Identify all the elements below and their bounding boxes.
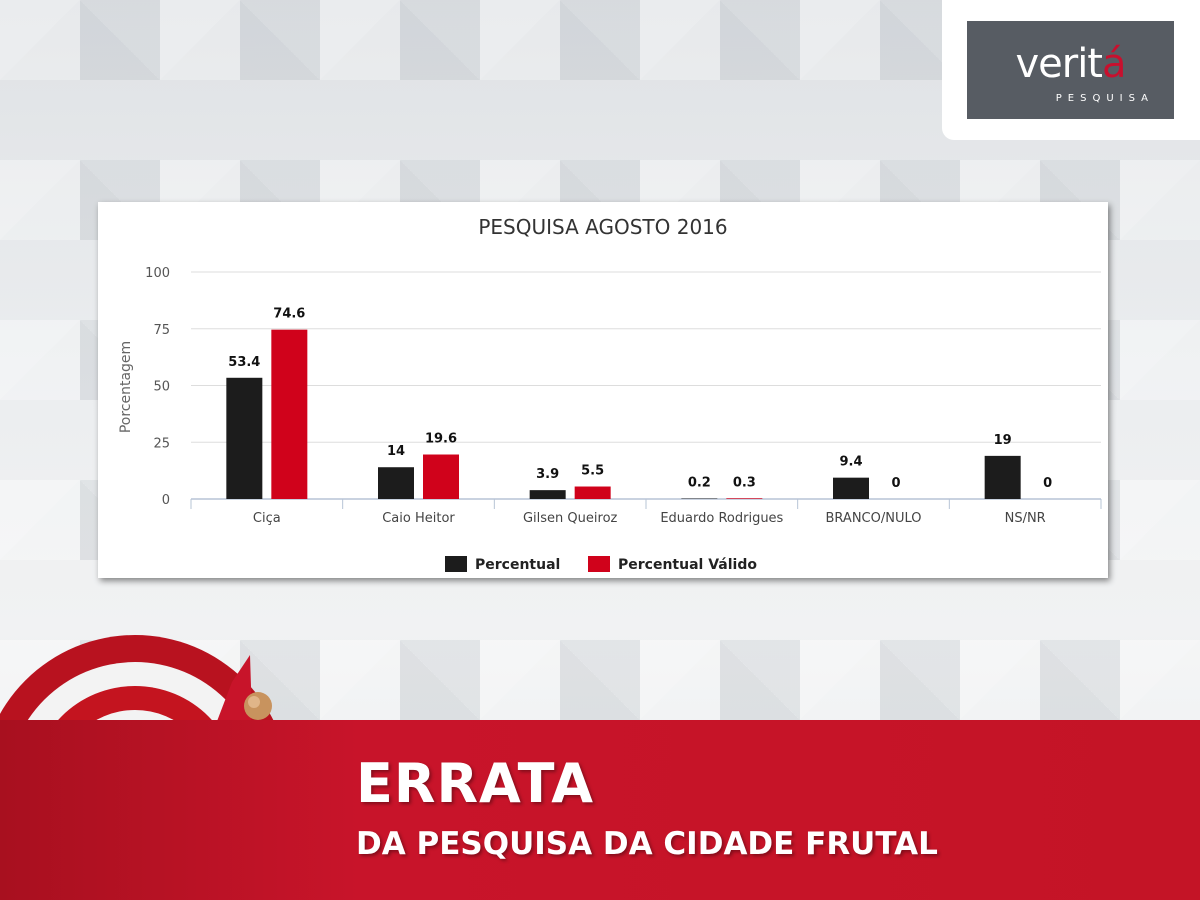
logo: veritá PESQUISA (967, 21, 1174, 119)
y-tick-label: 0 (162, 493, 170, 508)
x-tick-label: BRANCO/NULO (826, 511, 922, 526)
y-tick-label: 75 (153, 323, 170, 338)
legend-swatch (588, 556, 610, 572)
data-label: 19.6 (425, 432, 457, 447)
chart-title: PESQUISA AGOSTO 2016 (478, 215, 727, 239)
bar (226, 377, 263, 499)
data-label: 74.6 (273, 307, 305, 322)
logo-name: verit (1015, 41, 1103, 87)
bar (529, 490, 566, 499)
bar (574, 486, 611, 499)
data-label: 5.5 (581, 464, 604, 479)
banner-subtitle: DA PESQUISA DA CIDADE FRUTAL (356, 826, 938, 862)
data-label: 14 (387, 444, 405, 459)
logo-tagline: PESQUISA (1055, 93, 1154, 104)
bar (833, 477, 869, 499)
x-tick-label: Ciça (253, 511, 281, 526)
data-label: 0 (891, 476, 900, 491)
data-label: 0.3 (733, 475, 756, 490)
bar-chart: PESQUISA AGOSTO 2016 Porcentagem 0 25 50 75… (118, 215, 1102, 573)
y-tick-label: 50 (153, 380, 170, 395)
x-tick-label: Eduardo Rodrigues (660, 511, 783, 526)
y-tick-label: 25 (153, 436, 170, 451)
logo-card: veritá PESQUISA (942, 0, 1200, 140)
data-label: 53.4 (228, 355, 260, 370)
chart-card: PESQUISA AGOSTO 2016 Porcentagem 0 25 50 75… (98, 202, 1108, 578)
bar (984, 455, 1021, 499)
x-tick-label: Caio Heitor (382, 511, 455, 526)
logo-wordmark: veritá (967, 41, 1174, 87)
y-tick-label: 100 (145, 266, 170, 281)
legend-label: Percentual Válido (618, 557, 757, 573)
data-label: 0 (1043, 476, 1052, 491)
bar (271, 329, 308, 499)
y-axis-label: Porcentagem (118, 341, 134, 433)
legend-label: Percentual (475, 557, 560, 573)
x-tick-label: Gilsen Queiroz (523, 511, 618, 526)
data-label: 9.4 (839, 455, 862, 470)
logo-name-accent: á (1102, 41, 1126, 87)
bar (423, 454, 459, 499)
data-label: 19 (994, 433, 1012, 448)
bar (378, 467, 414, 499)
data-label: 0.2 (688, 476, 711, 491)
data-label: 3.9 (536, 467, 559, 482)
errata-banner (0, 720, 1200, 900)
legend-swatch (445, 556, 467, 572)
bar (726, 498, 763, 499)
banner-title: ERRATA (356, 752, 595, 815)
x-tick-label: NS/NR (1005, 511, 1046, 526)
